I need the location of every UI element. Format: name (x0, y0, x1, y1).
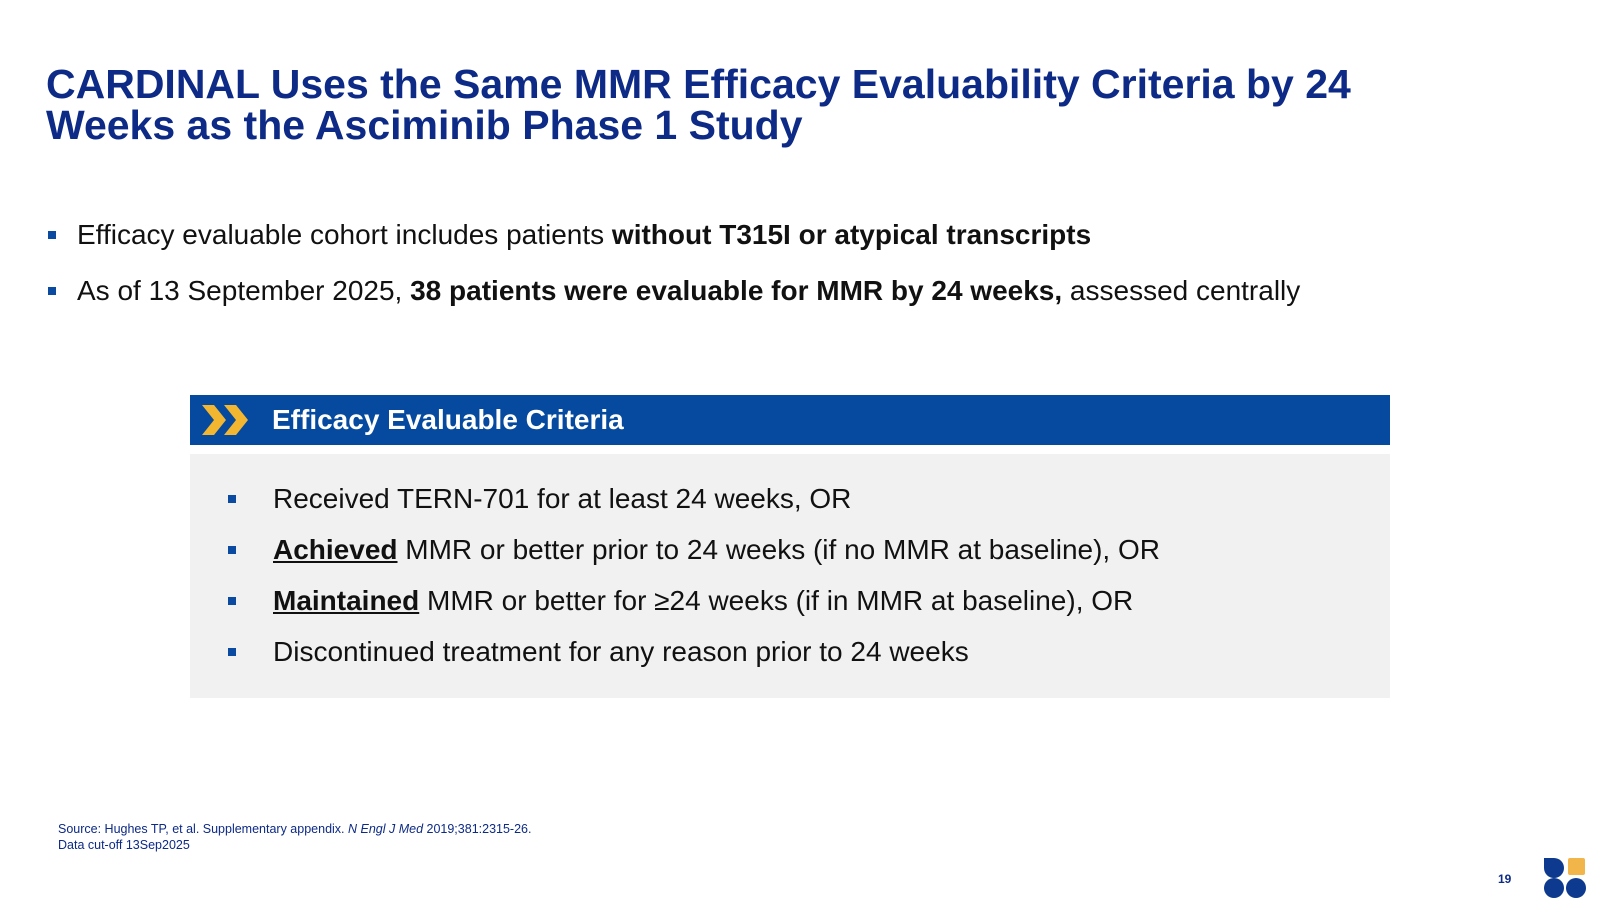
criteria-header-bar: Efficacy Evaluable Criteria (190, 395, 1390, 445)
footnote-source-text: Source: Hughes TP, et al. Supplementary … (58, 822, 348, 836)
page-title-line-1: CARDINAL Uses the Same MMR Efficacy Eval… (46, 61, 1351, 107)
criteria-item-text: Discontinued treatment for any reason pr… (273, 636, 969, 667)
summary-bullets: Efficacy evaluable cohort includes patie… (46, 218, 1300, 330)
bullet-square-icon (48, 231, 56, 239)
summary-bullet: As of 13 September 2025, 38 patients wer… (46, 274, 1300, 308)
bullet-square-icon (48, 287, 56, 295)
footnote-cutoff: Data cut-off 13Sep2025 (58, 838, 190, 852)
criteria-header-title: Efficacy Evaluable Criteria (272, 404, 624, 435)
footnote-journal: N Engl J Med (348, 822, 424, 836)
bullet-square-icon (228, 648, 236, 656)
page-number: 19 (1498, 872, 1512, 886)
footnote-citation: 2019;381:2315-26. (423, 822, 532, 836)
criteria-item: Discontinued treatment for any reason pr… (228, 635, 1160, 669)
bullet-square-icon (228, 495, 236, 503)
bullet-square-icon (228, 597, 236, 605)
criteria-panel: Received TERN-701 for at least 24 weeks,… (190, 454, 1390, 698)
bullet-bold-text: without T315I or atypical transcripts (611, 219, 1092, 250)
footnote-source: Source: Hughes TP, et al. Supplementary … (58, 821, 531, 837)
double-chevron-right-icon (202, 405, 248, 435)
criteria-item-emphasis: Maintained (273, 585, 420, 616)
bullet-text: As of 13 September 2025, (77, 275, 411, 306)
criteria-list: Received TERN-701 for at least 24 weeks,… (228, 482, 1160, 686)
criteria-item: Received TERN-701 for at least 24 weeks,… (228, 482, 1160, 516)
page-title-line-2: Weeks as the Asciminib Phase 1 Study (46, 102, 803, 148)
footnote: Source: Hughes TP, et al. Supplementary … (58, 821, 531, 853)
terns-logo (1544, 858, 1586, 898)
criteria-item-text: MMR or better for ≥24 weeks (if in MMR a… (419, 585, 1134, 616)
summary-bullet: Efficacy evaluable cohort includes patie… (46, 218, 1300, 252)
criteria-item-emphasis: Achieved (273, 534, 398, 565)
criteria-item: Maintained MMR or better for ≥24 weeks (… (228, 584, 1160, 618)
bullet-text: Efficacy evaluable cohort includes patie… (77, 219, 612, 250)
criteria-item-text: MMR or better prior to 24 weeks (if no M… (397, 534, 1160, 565)
bullet-text-tail: assessed centrally (1062, 275, 1301, 306)
bullet-bold-text: 38 patients were evaluable for MMR by 24… (410, 275, 1063, 306)
page-title: CARDINAL Uses the Same MMR Efficacy Eval… (46, 64, 1506, 146)
criteria-item: Achieved MMR or better prior to 24 weeks… (228, 533, 1160, 567)
criteria-item-text: Received TERN-701 for at least 24 weeks,… (273, 483, 852, 514)
bullet-square-icon (228, 546, 236, 554)
